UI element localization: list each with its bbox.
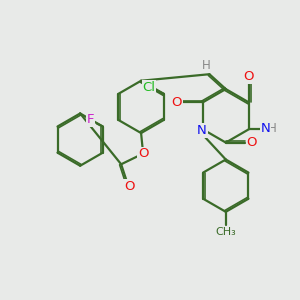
Text: O: O (172, 96, 182, 109)
Text: Cl: Cl (142, 81, 155, 94)
Text: H: H (268, 122, 277, 135)
Text: O: O (138, 147, 149, 161)
Text: O: O (244, 70, 254, 83)
Text: H: H (202, 59, 211, 72)
Text: N: N (197, 124, 207, 137)
Text: O: O (246, 136, 257, 149)
Text: O: O (124, 180, 135, 193)
Text: F: F (87, 113, 95, 126)
Text: CH₃: CH₃ (215, 227, 236, 237)
Text: N: N (261, 122, 271, 135)
